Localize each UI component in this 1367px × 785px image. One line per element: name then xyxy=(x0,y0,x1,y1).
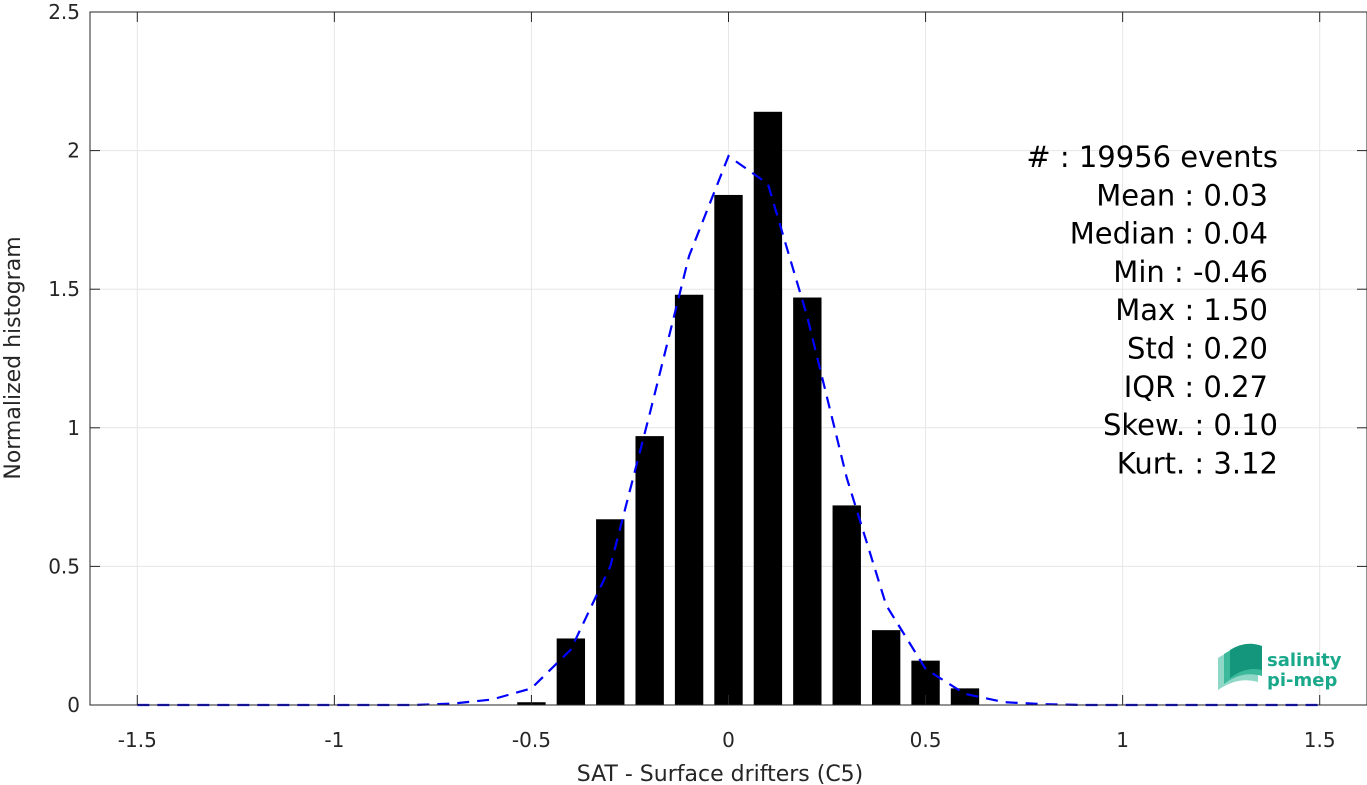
y-tick-label-3: 1.5 xyxy=(48,277,80,301)
histogram-bars xyxy=(517,111,980,706)
y-tick-label-5: 2.5 xyxy=(48,0,80,24)
histogram-bar-11 xyxy=(950,688,980,705)
logo-line1: salinity xyxy=(1267,650,1342,671)
x-tick-label-6: 1.5 xyxy=(1304,728,1336,752)
stat-line-3: Min : -0.46 xyxy=(1113,255,1268,289)
axes xyxy=(89,11,1367,706)
y-axis-title: Normalized histogram xyxy=(1,236,26,479)
histogram-bar-6 xyxy=(753,111,783,706)
stat-line-1: Mean : 0.03 xyxy=(1096,178,1268,212)
histogram-bar-3 xyxy=(635,436,664,705)
y-tick-label-4: 2 xyxy=(67,139,80,163)
x-axis-title: SAT - Surface drifters (C5) xyxy=(577,762,864,785)
stat-line-8: Kurt. : 3.12 xyxy=(1117,446,1278,480)
stat-line-6: IQR : 0.27 xyxy=(1124,370,1268,404)
x-tick-label-0: -1.5 xyxy=(118,728,157,752)
histogram-bar-5 xyxy=(714,194,743,705)
x-tick-labels: -1.5 -1 -0.5 0 0.5 1 1.5 xyxy=(118,728,1336,752)
logo-waves-icon xyxy=(1218,643,1262,690)
fit-curve xyxy=(137,154,1320,707)
x-tick-label-5: 1 xyxy=(1116,728,1129,752)
logo-line2: pi-mep xyxy=(1267,670,1337,691)
y-tick-label-0: 0 xyxy=(67,693,80,717)
histogram-bar-1 xyxy=(556,638,586,705)
stat-line-7: Skew. : 0.10 xyxy=(1103,408,1278,442)
histogram-bar-4 xyxy=(674,294,704,705)
histogram-bar-2 xyxy=(596,519,625,705)
y-tick-label-1: 0.5 xyxy=(48,554,80,578)
stat-line-4: Max : 1.50 xyxy=(1115,293,1268,327)
x-tick-label-3: 0 xyxy=(722,728,735,752)
statistics-box: # : 19956 events Mean : 0.03 Median : 0.04… xyxy=(1026,140,1278,480)
stat-line-5: Std : 0.20 xyxy=(1127,332,1268,366)
y-tick-labels: 0 0.5 1 1.5 2 2.5 xyxy=(48,0,80,717)
histogram-bar-8 xyxy=(832,505,861,705)
histogram-bar-7 xyxy=(793,297,822,705)
salinity-pi-mep-logo: salinity pi-mep xyxy=(1218,643,1342,691)
x-tick-label-1: -1 xyxy=(324,728,344,752)
stat-line-2: Median : 0.04 xyxy=(1070,217,1268,251)
histogram-bar-9 xyxy=(871,630,901,705)
x-tick-label-4: 0.5 xyxy=(910,728,942,752)
x-tick-label-2: -0.5 xyxy=(512,728,551,752)
stat-line-0: # : 19956 events xyxy=(1026,140,1278,174)
y-tick-label-2: 1 xyxy=(67,416,80,440)
